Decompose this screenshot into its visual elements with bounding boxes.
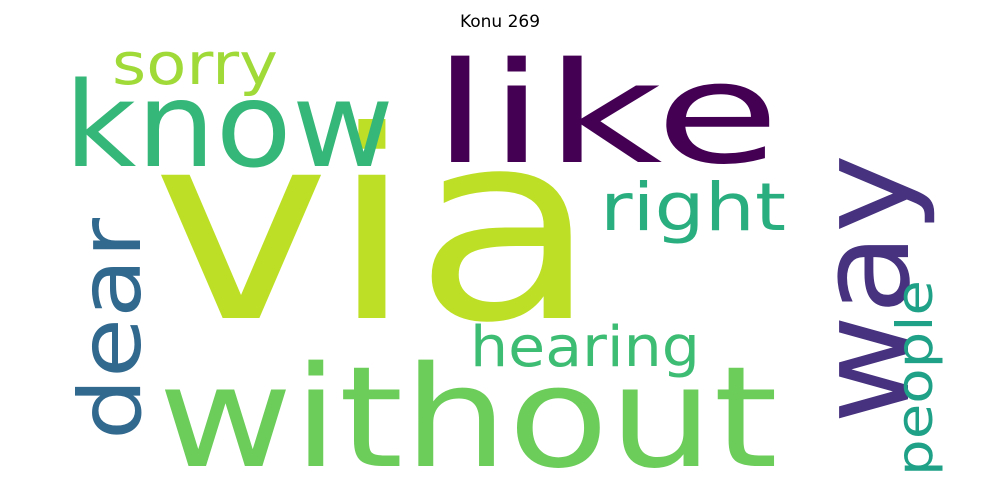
chart-title: Konu 269 (459, 12, 541, 32)
word-sorry: sorry (112, 30, 278, 98)
word-without: without (158, 337, 778, 500)
word-way: way (791, 154, 938, 424)
word-hearing: hearing (470, 315, 700, 380)
word-like: like (432, 33, 780, 196)
word-people: people (886, 280, 944, 476)
word-right: right (600, 169, 786, 246)
word-via: via (152, 75, 598, 380)
word-know: know (64, 56, 394, 194)
word-dear: dear (61, 217, 161, 440)
